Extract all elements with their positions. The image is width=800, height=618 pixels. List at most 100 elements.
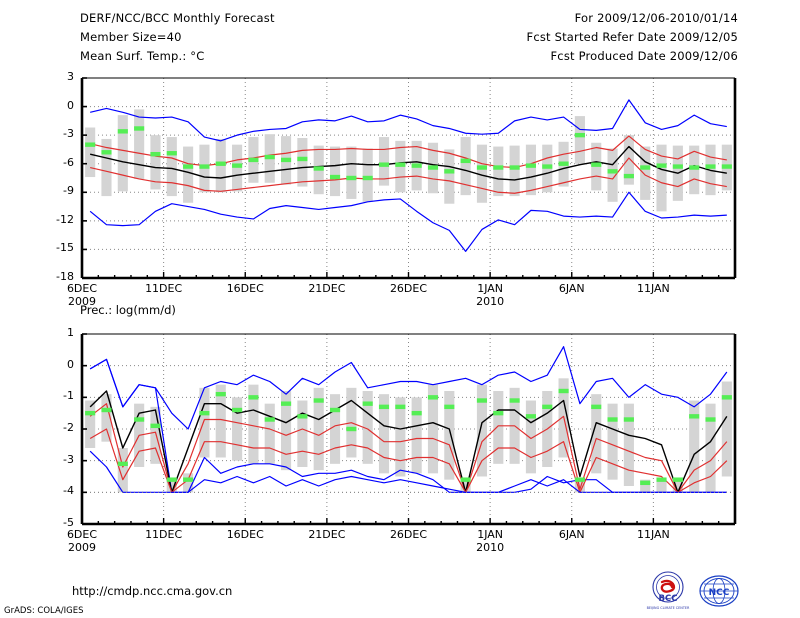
box-whisker-bar [232, 144, 243, 192]
median-marker [591, 162, 602, 167]
y-tick-label: 0 [67, 98, 74, 112]
x-tick-label: 21DEC [308, 282, 346, 295]
median-marker [166, 151, 177, 156]
median-marker [574, 132, 585, 138]
box-whisker-bar [329, 146, 341, 197]
median-marker [509, 398, 520, 403]
median-marker [427, 165, 439, 170]
box-whisker-bar [721, 381, 732, 477]
median-marker [672, 164, 683, 169]
y-tick-label: -5 [63, 516, 74, 529]
median-marker [297, 414, 308, 419]
x-tick-sublabel: 2009 [68, 541, 96, 554]
median-marker [329, 407, 341, 413]
median-marker [460, 477, 471, 482]
header-title: DERF/NCC/BCC Monthly Forecast [80, 11, 275, 25]
box-whisker-bar [362, 391, 373, 464]
header-member-size: Member Size=40 [80, 30, 182, 44]
y-tick-label: -1 [63, 389, 74, 403]
footer-url[interactable]: http://cmdp.ncc.cma.gov.cn [72, 584, 233, 598]
series-q1 [90, 157, 727, 194]
box-whisker-bar [395, 397, 406, 477]
x-tick-label: 1JAN [477, 528, 504, 541]
box-whisker-bar [329, 394, 341, 464]
median-marker [444, 169, 455, 174]
median-marker [232, 163, 243, 168]
median-marker [672, 477, 683, 482]
median-marker [199, 164, 210, 169]
box-whisker-bar [411, 397, 422, 474]
box-whisker-bar [166, 479, 177, 493]
median-marker [166, 477, 177, 482]
series-max_env [89, 346, 728, 430]
x-tick-label: 26DEC [389, 528, 428, 541]
series-q3 [89, 403, 728, 493]
median-marker [183, 164, 194, 169]
box-whisker-bar [166, 137, 177, 197]
box-whisker-bar [607, 148, 618, 202]
precipitation-chart [80, 333, 737, 526]
x-tick-label: 11JAN [636, 282, 670, 295]
box-whisker-bar [346, 146, 357, 199]
median-marker [150, 151, 161, 157]
box-whisker-bar [476, 384, 488, 477]
median-marker [346, 175, 357, 181]
x-tick-sublabel: 2010 [476, 541, 505, 554]
box-whisker-bar [640, 146, 651, 200]
median-marker [493, 410, 504, 416]
median-marker [101, 150, 112, 155]
x-tick-label: 6DEC [66, 282, 98, 295]
series-mean [89, 390, 728, 494]
median-marker [411, 410, 422, 416]
x-tick-label: 6JAN [558, 528, 585, 541]
x-tick-label: 11JAN [636, 528, 670, 541]
median-marker [117, 461, 128, 467]
box-whisker-bar [378, 137, 390, 186]
median-marker [183, 477, 194, 482]
box-whisker-bar [623, 135, 634, 185]
median-marker [215, 391, 226, 397]
box-whisker-bar [525, 144, 536, 196]
y-tick-label: -4 [63, 484, 74, 498]
box-whisker-bar [215, 384, 226, 458]
ncc-logo: NCC [696, 570, 742, 612]
median-marker [248, 395, 259, 400]
box-whisker-bar [378, 394, 390, 474]
x-tick-label: 6JAN [558, 282, 585, 295]
box-whisker-bar [509, 145, 520, 197]
median-marker [591, 404, 602, 410]
median-marker [395, 162, 406, 167]
median-marker [117, 129, 128, 134]
median-marker [232, 407, 243, 413]
box-whisker-bar [232, 397, 243, 461]
box-whisker-bar [150, 406, 161, 464]
median-marker [705, 417, 716, 422]
svg-text:NCC: NCC [709, 588, 730, 598]
median-marker [525, 163, 536, 168]
median-marker [248, 157, 259, 163]
median-marker [444, 404, 455, 410]
box-whisker-bar [297, 400, 308, 467]
median-marker [476, 398, 488, 403]
box-whisker-bar [607, 403, 618, 480]
median-marker [313, 166, 324, 171]
y-tick-label: -18 [56, 270, 74, 283]
median-marker [346, 426, 357, 432]
median-marker [264, 154, 275, 160]
x-tick-label: 11DEC [145, 528, 183, 541]
median-marker [264, 417, 275, 422]
box-whisker-bar [362, 148, 373, 202]
median-marker [623, 417, 634, 422]
median-marker [689, 414, 700, 419]
median-marker [85, 410, 96, 416]
box-whisker-bar [591, 394, 602, 474]
median-marker [656, 163, 667, 168]
box-whisker-bar [199, 387, 210, 458]
median-marker [525, 414, 536, 419]
median-marker [493, 165, 504, 170]
median-marker [329, 174, 341, 180]
box-whisker-bar [427, 384, 439, 474]
header-variable-label: Mean Surf. Temp.: °C [80, 49, 205, 63]
y-tick-label: -3 [63, 452, 74, 466]
